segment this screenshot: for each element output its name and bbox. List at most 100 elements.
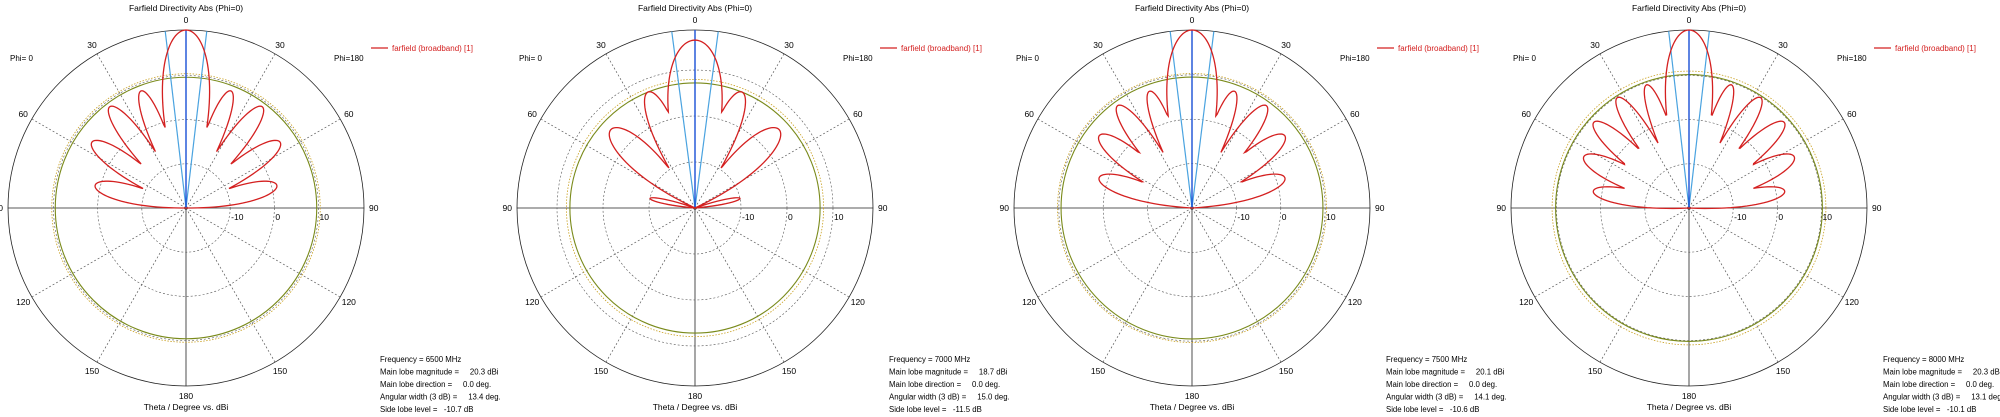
phi-left-label: Phi= 0 bbox=[10, 54, 33, 63]
frequency-text: Frequency = 8000 MHz bbox=[1883, 355, 1964, 364]
angle-tick-label: 90 bbox=[369, 203, 379, 213]
polar-chart-3: Farfield Directivity Abs (Phi=0) 0 30 30 60 6… bbox=[1000, 3, 1507, 414]
pattern-series-line bbox=[1097, 29, 1287, 209]
angle-grid-line bbox=[1534, 118, 1690, 209]
x-axis-label: Theta / Degree vs. dBi bbox=[1647, 402, 1732, 412]
phi-right-label: Phi=180 bbox=[334, 54, 364, 63]
angular-width-text: Angular width (3 dB) = 14.1 deg. bbox=[1386, 393, 1507, 402]
angular-width-text: Angular width (3 dB) = 13.4 deg. bbox=[380, 393, 501, 402]
main-lobe-direction-text: Main lobe direction = 0.0 deg. bbox=[380, 380, 491, 389]
angle-grid-line bbox=[1599, 207, 1690, 363]
x-axis-label: Theta / Degree vs. dBi bbox=[144, 402, 229, 412]
angle-grid-line bbox=[1534, 207, 1690, 298]
angle-tick-label: 60 bbox=[18, 109, 28, 119]
radial-grid-circle bbox=[1058, 74, 1326, 342]
angle-grid-line bbox=[1688, 207, 1844, 298]
frequency-text: Frequency = 7000 MHz bbox=[889, 355, 970, 364]
legend-label: farfield (broadband) [1] bbox=[1398, 44, 1479, 53]
angle-tick-label: 120 bbox=[851, 297, 865, 307]
beamwidth-line bbox=[1169, 31, 1193, 209]
angle-tick-label: 30 bbox=[784, 40, 794, 50]
angle-grid-line bbox=[605, 207, 696, 363]
phi-left-label: Phi= 0 bbox=[1016, 54, 1039, 63]
legend-label: farfield (broadband) [1] bbox=[392, 44, 473, 53]
angle-grid-line bbox=[1688, 118, 1844, 209]
angle-tick-label: 120 bbox=[1519, 297, 1533, 307]
angle-tick-label: 90 bbox=[1375, 203, 1385, 213]
angle-tick-label: 60 bbox=[1847, 109, 1857, 119]
angle-tick-label: 30 bbox=[1093, 40, 1103, 50]
angle-tick-label: 120 bbox=[1348, 297, 1362, 307]
angle-grid-line bbox=[1191, 207, 1347, 298]
angle-grid-line bbox=[96, 53, 187, 209]
beamwidth-line bbox=[694, 31, 719, 209]
angle-tick-label: 150 bbox=[1588, 366, 1602, 376]
angle-tick-label: 120 bbox=[16, 297, 30, 307]
angle-tick-label: 90 bbox=[0, 203, 3, 213]
radial-tick-label: 10 bbox=[320, 212, 330, 222]
angle-tick-label: 90 bbox=[503, 203, 513, 213]
beamwidth-line bbox=[1668, 31, 1690, 209]
angle-grid-line bbox=[1688, 53, 1779, 209]
beamwidth-line bbox=[185, 31, 208, 209]
phi-right-label: Phi=180 bbox=[1340, 54, 1370, 63]
side-lobe-level-text: Side lobe level = -10.7 dB bbox=[380, 405, 473, 414]
radial-tick-label: -10 bbox=[1237, 212, 1250, 222]
x-axis-label: Theta / Degree vs. dBi bbox=[1150, 402, 1235, 412]
beamwidth-line bbox=[1688, 31, 1710, 209]
angle-tick-label: 0 bbox=[184, 15, 189, 25]
main-lobe-direction-text: Main lobe direction = 0.0 deg. bbox=[1386, 380, 1497, 389]
angle-grid-line bbox=[605, 53, 696, 209]
pattern-series-line bbox=[90, 29, 282, 209]
angle-tick-label: 30 bbox=[596, 40, 606, 50]
angle-grid-line bbox=[185, 53, 276, 209]
angle-tick-label: 60 bbox=[527, 109, 537, 119]
angular-width-text: Angular width (3 dB) = 13.1 deg. bbox=[1883, 393, 2000, 402]
angle-tick-label: 150 bbox=[1279, 366, 1293, 376]
radial-tick-label: 0 bbox=[788, 212, 793, 222]
angle-tick-label: 60 bbox=[1521, 109, 1531, 119]
chart-title: Farfield Directivity Abs (Phi=0) bbox=[129, 3, 243, 13]
side-lobe-level-text: Side lobe level = -10.1 dB bbox=[1883, 405, 1976, 414]
angle-tick-label: 60 bbox=[344, 109, 354, 119]
angle-grid-line bbox=[31, 207, 187, 298]
angle-tick-label: 120 bbox=[525, 297, 539, 307]
angle-tick-label: 150 bbox=[273, 366, 287, 376]
chart-title: Farfield Directivity Abs (Phi=0) bbox=[1632, 3, 1746, 13]
angle-tick-label: 30 bbox=[87, 40, 97, 50]
angle-tick-label: 150 bbox=[782, 366, 796, 376]
angle-tick-label: 60 bbox=[853, 109, 863, 119]
polar-chart-2: Farfield Directivity Abs (Phi=0) 0 30 30 60 6… bbox=[503, 3, 1010, 414]
phi-right-label: Phi=180 bbox=[843, 54, 873, 63]
angle-tick-label: 120 bbox=[1022, 297, 1036, 307]
angle-tick-label: 120 bbox=[342, 297, 356, 307]
angle-tick-label: 180 bbox=[1185, 391, 1199, 401]
angle-tick-label: 0 bbox=[1190, 15, 1195, 25]
frequency-text: Frequency = 6500 MHz bbox=[380, 355, 461, 364]
main-lobe-magnitude-text: Main lobe magnitude = 20.1 dBi bbox=[1386, 368, 1505, 377]
angular-width-text: Angular width (3 dB) = 15.0 deg. bbox=[889, 393, 1010, 402]
radial-tick-label: 0 bbox=[1778, 212, 1783, 222]
main-lobe-magnitude-text: Main lobe magnitude = 20.3 dBi bbox=[380, 368, 499, 377]
angle-tick-label: 120 bbox=[1845, 297, 1859, 307]
angle-tick-label: 90 bbox=[1497, 203, 1507, 213]
polar-chart-1: Farfield Directivity Abs (Phi=0) 0 30 30 60 6… bbox=[0, 3, 501, 414]
angle-grid-line bbox=[1599, 53, 1690, 209]
angle-grid-line bbox=[694, 118, 850, 209]
phi-left-label: Phi= 0 bbox=[519, 54, 542, 63]
angle-grid-line bbox=[185, 207, 341, 298]
angle-tick-label: 0 bbox=[693, 15, 698, 25]
chart-title: Farfield Directivity Abs (Phi=0) bbox=[1135, 3, 1249, 13]
beamwidth-line bbox=[671, 31, 696, 209]
angle-grid-line bbox=[1688, 207, 1779, 363]
angle-tick-label: 30 bbox=[1281, 40, 1291, 50]
polar-chart-4: Farfield Directivity Abs (Phi=0) 0 30 30 60 6… bbox=[1497, 3, 2000, 414]
phi-left-label: Phi= 0 bbox=[1513, 54, 1536, 63]
angle-tick-label: 30 bbox=[1590, 40, 1600, 50]
radial-tick-label: 10 bbox=[1326, 212, 1336, 222]
main-lobe-direction-text: Main lobe direction = 0.0 deg. bbox=[889, 380, 1000, 389]
radial-grid-circle bbox=[141, 163, 231, 253]
angle-tick-label: 90 bbox=[1000, 203, 1010, 213]
pattern-series-line bbox=[608, 39, 782, 209]
